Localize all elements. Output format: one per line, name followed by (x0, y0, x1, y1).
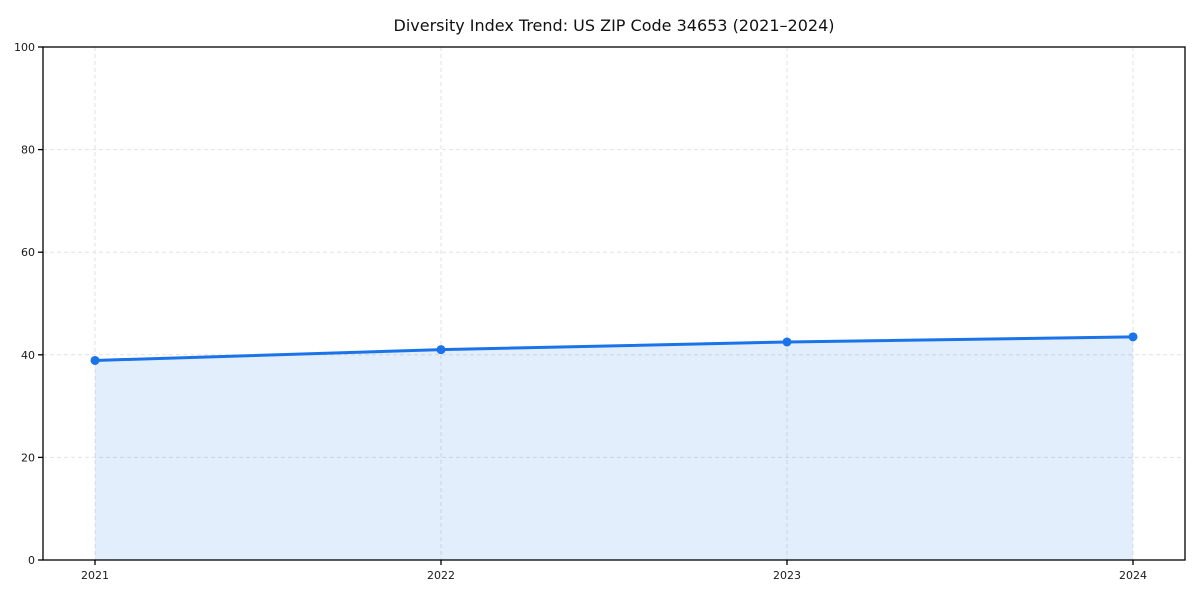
data-point-2024 (1128, 332, 1138, 342)
x-tick-label: 2024 (1119, 569, 1147, 582)
x-tick-label: 2023 (773, 569, 801, 582)
chart-title: Diversity Index Trend: US ZIP Code 34653… (394, 16, 835, 35)
data-point-2023 (782, 337, 792, 347)
x-tick-label: 2022 (427, 569, 455, 582)
series-layer (90, 332, 1138, 560)
area-fill (95, 336, 1133, 560)
plot-border (42, 46, 1186, 561)
grid-layer (43, 46, 1185, 561)
y-tick-label: 40 (21, 349, 35, 362)
y-tick-label: 0 (28, 554, 35, 567)
y-tick-label: 20 (21, 451, 35, 464)
axis-layer: 0 20 40 60 80 100 2021 2022 2023 2024 (14, 41, 1186, 582)
data-point-2022 (436, 345, 446, 355)
y-tick-label: 100 (14, 41, 35, 54)
trend-line (93, 335, 1135, 362)
data-point-2021 (90, 355, 100, 365)
y-tick-label: 60 (21, 246, 35, 259)
x-tick-label: 2021 (81, 569, 109, 582)
y-tick-label: 80 (21, 144, 35, 157)
